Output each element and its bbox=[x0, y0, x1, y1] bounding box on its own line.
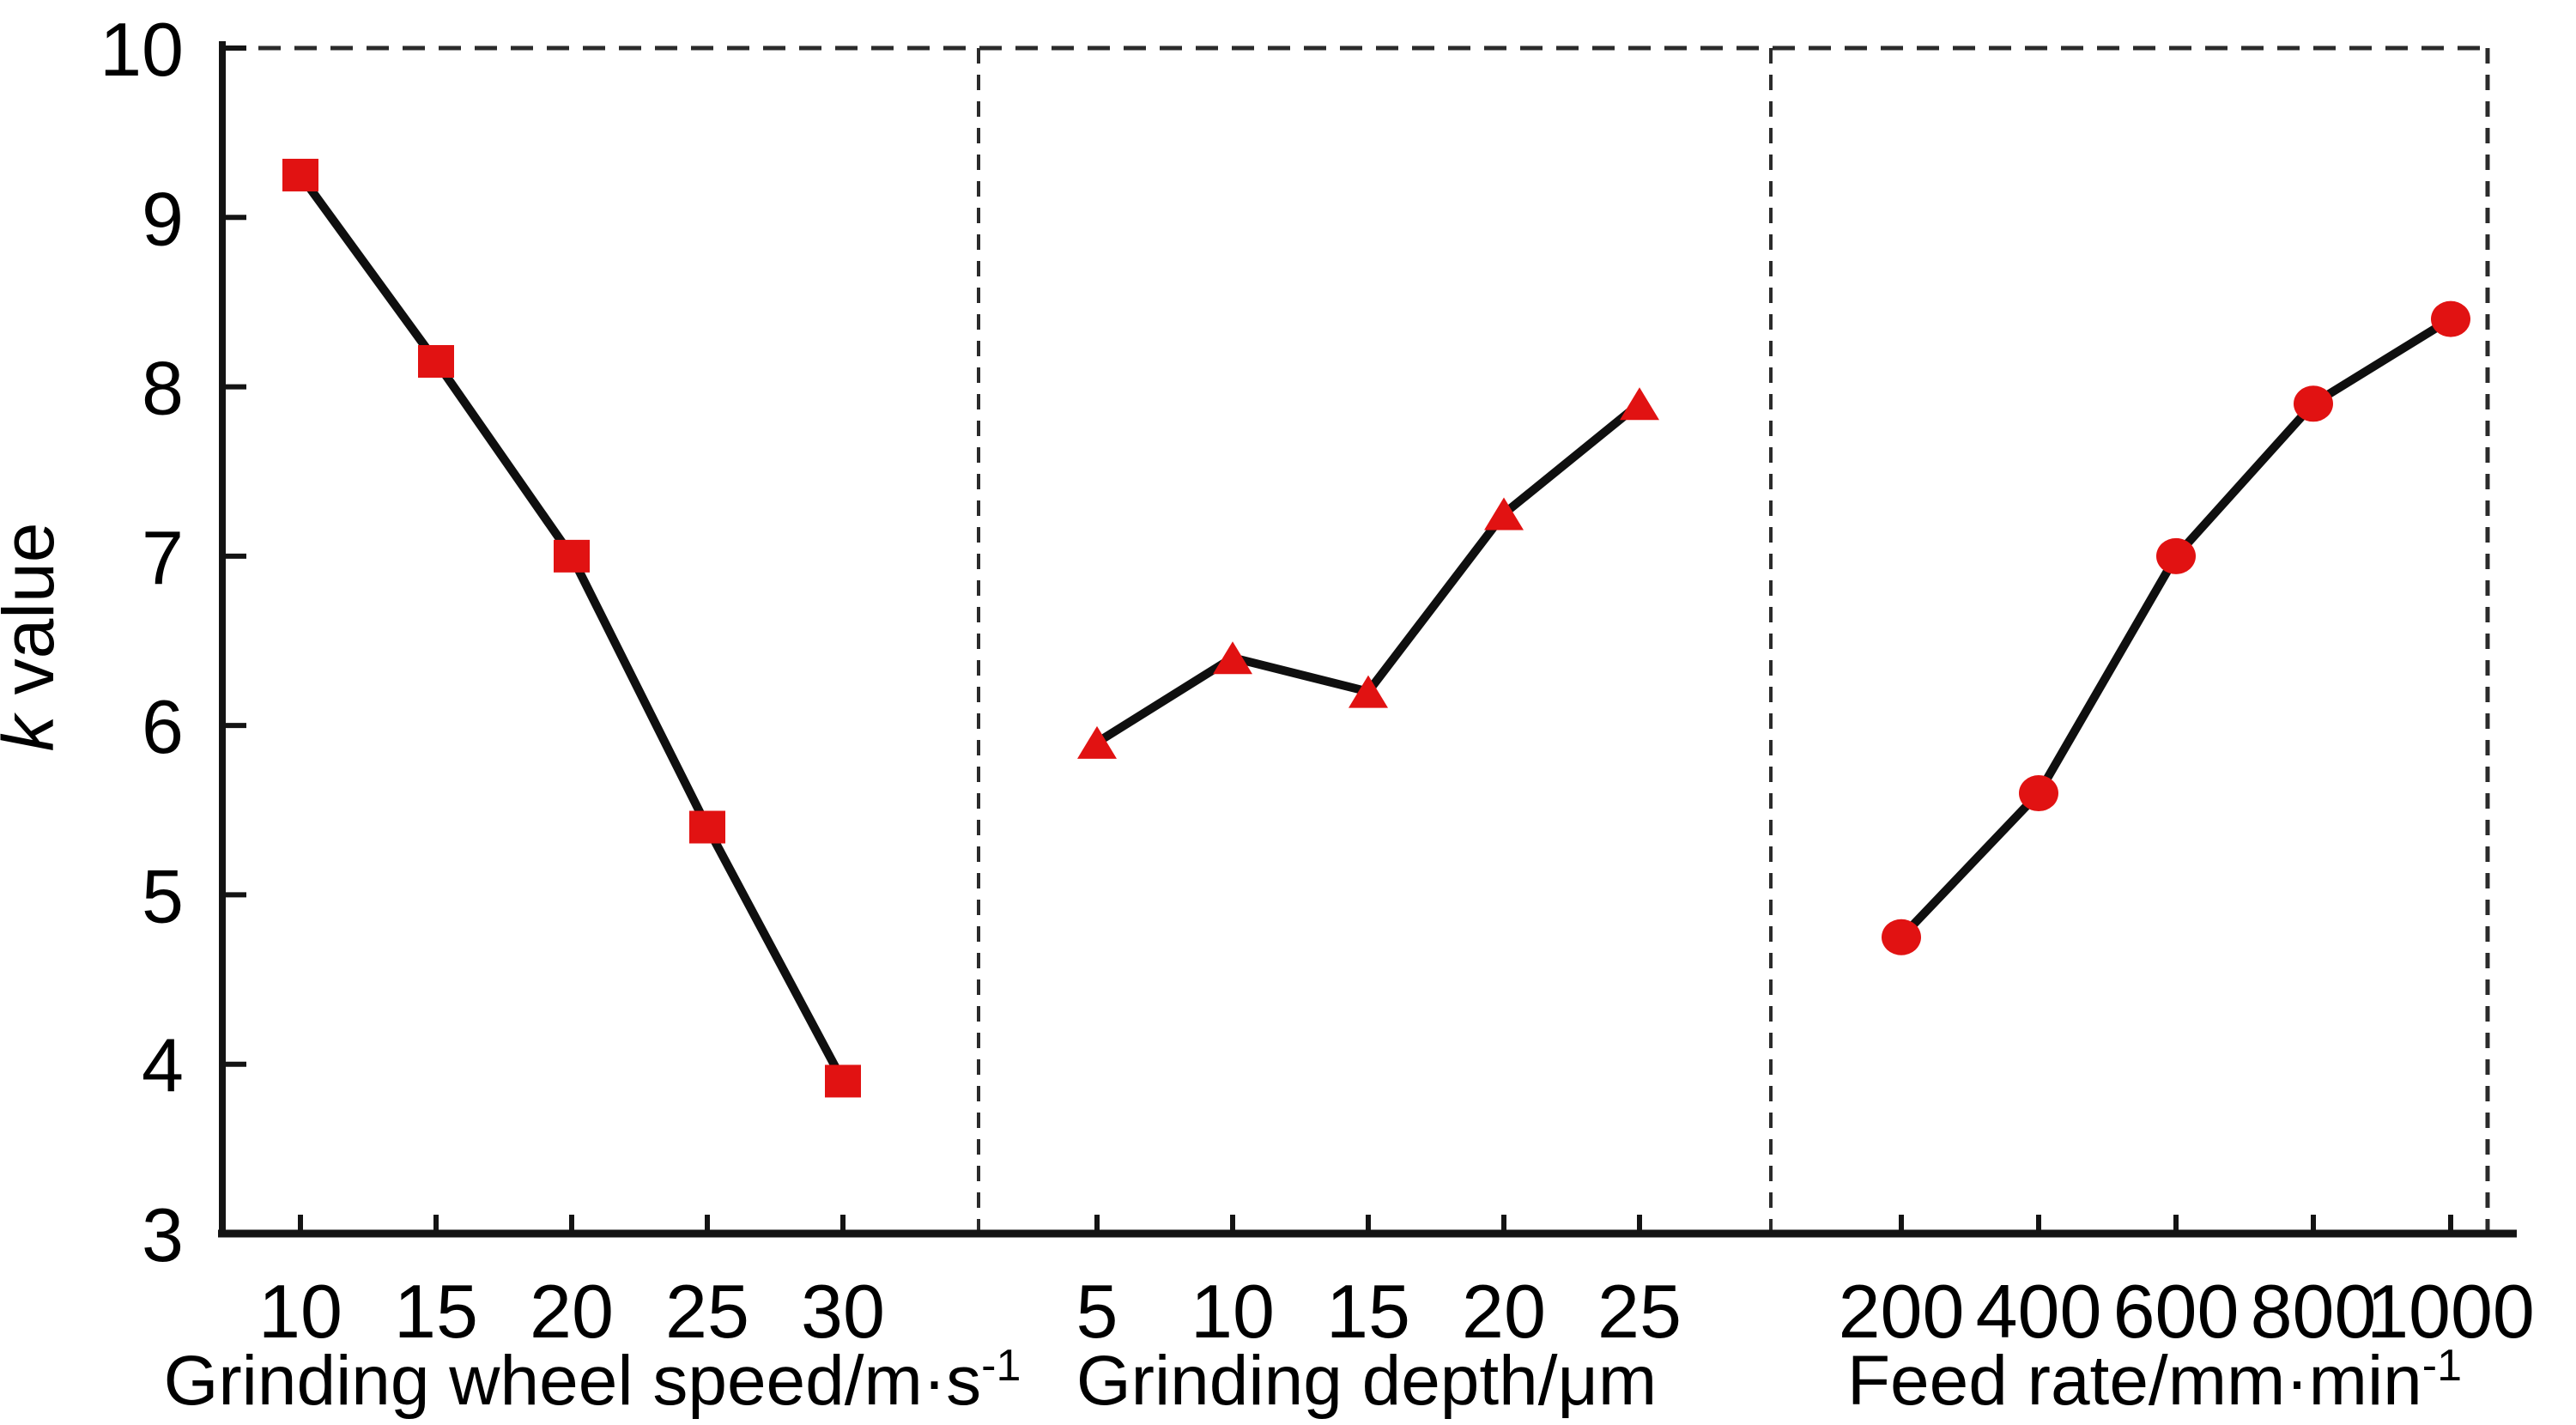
data-point-triangle bbox=[1349, 675, 1388, 708]
data-point-triangle bbox=[1620, 387, 1659, 421]
x-tick-label: 10 bbox=[258, 1269, 342, 1354]
data-point-triangle bbox=[1213, 641, 1252, 675]
y-tick-label: 8 bbox=[142, 346, 184, 431]
x-tick-label: 600 bbox=[2113, 1269, 2240, 1354]
data-point-square bbox=[825, 1064, 861, 1098]
x-tick-label: 30 bbox=[801, 1269, 885, 1354]
x-tick-label: 10 bbox=[1191, 1269, 1275, 1354]
x-axis-title: Feed rate/mm·min-1 bbox=[1847, 1341, 2462, 1420]
data-point-square bbox=[689, 810, 725, 844]
data-point-square bbox=[554, 539, 590, 573]
y-tick-label: 6 bbox=[142, 684, 184, 769]
y-tick-label: 10 bbox=[100, 7, 184, 92]
data-point-square bbox=[418, 344, 454, 378]
x-axis-title: Grinding wheel speed/m·s-1 bbox=[164, 1341, 1021, 1420]
y-axis-title: kvalue bbox=[0, 523, 69, 752]
x-tick-label: 15 bbox=[1326, 1269, 1410, 1354]
data-point-circle bbox=[2019, 775, 2058, 812]
x-tick-label: 25 bbox=[665, 1269, 749, 1354]
y-tick-label: 7 bbox=[142, 515, 184, 600]
series-line bbox=[1897, 314, 2455, 942]
y-tick-label: 4 bbox=[142, 1023, 184, 1108]
x-tick-label: 15 bbox=[394, 1269, 478, 1354]
x-tick-label: 400 bbox=[1976, 1269, 2102, 1354]
x-tick-label: 5 bbox=[1076, 1269, 1118, 1354]
x-tick-label: 20 bbox=[1462, 1269, 1546, 1354]
y-tick-label: 3 bbox=[142, 1192, 184, 1277]
y-tick-label: 5 bbox=[142, 853, 184, 938]
data-point-circle bbox=[2431, 300, 2470, 337]
data-point-circle bbox=[2294, 385, 2333, 422]
x-tick-label: 1000 bbox=[2367, 1269, 2535, 1354]
series-line bbox=[296, 171, 847, 1086]
data-point-square bbox=[282, 158, 318, 191]
data-point-triangle bbox=[1077, 725, 1117, 759]
x-tick-label: 200 bbox=[1839, 1269, 1965, 1354]
data-point-circle bbox=[2156, 537, 2196, 574]
x-axis-title: Grinding depth/μm bbox=[1076, 1342, 1657, 1420]
data-point-circle bbox=[1882, 919, 1921, 955]
x-tick-label: 25 bbox=[1597, 1269, 1682, 1354]
x-tick-label: 20 bbox=[530, 1269, 614, 1354]
data-point-triangle bbox=[1484, 497, 1524, 531]
x-tick-label: 800 bbox=[2251, 1269, 2377, 1354]
y-tick-label: 9 bbox=[142, 176, 184, 261]
